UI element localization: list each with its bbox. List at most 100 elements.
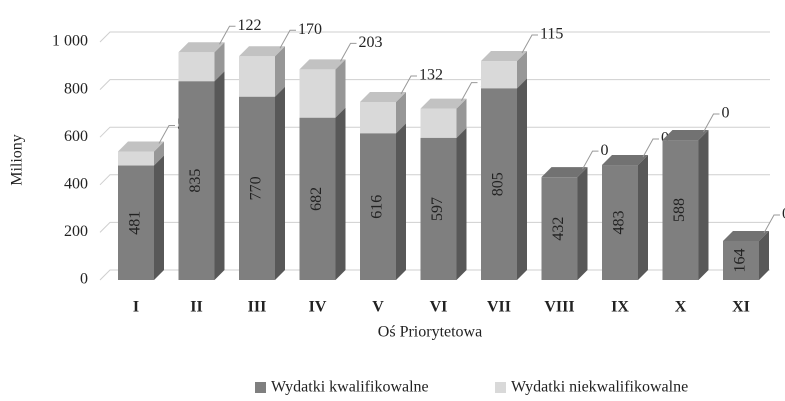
bar-shade bbox=[396, 123, 406, 280]
legend-swatch bbox=[255, 382, 266, 393]
x-tick-label: VIII bbox=[544, 299, 574, 316]
bar-front bbox=[602, 165, 638, 280]
bar-front bbox=[420, 108, 457, 138]
bar-segment bbox=[239, 46, 285, 97]
leader-line bbox=[521, 34, 538, 54]
x-tick-label: III bbox=[248, 299, 267, 316]
leader-line bbox=[400, 75, 417, 95]
bar-shade bbox=[396, 91, 406, 134]
bar-shade bbox=[481, 51, 527, 62]
bar-shade bbox=[275, 86, 285, 281]
value-label: 432 bbox=[550, 217, 567, 241]
bar-shade bbox=[541, 167, 588, 178]
bar-side bbox=[275, 46, 285, 97]
leader-line bbox=[703, 113, 720, 133]
value-label: 115 bbox=[540, 26, 563, 43]
y-axis-label: Miliony bbox=[9, 134, 26, 186]
value-label: 132 bbox=[419, 67, 443, 84]
bar-front bbox=[360, 133, 396, 280]
value-label: 483 bbox=[611, 211, 628, 235]
bar-shade bbox=[517, 78, 527, 280]
bar-front bbox=[178, 52, 215, 82]
bar-segment bbox=[481, 51, 527, 89]
y-tick-label: 1 000 bbox=[52, 33, 88, 50]
bar-top bbox=[360, 91, 406, 102]
y-tick-label: 400 bbox=[64, 175, 88, 192]
bar-top bbox=[481, 51, 527, 62]
bar-segment bbox=[420, 98, 467, 138]
bar-front bbox=[723, 240, 759, 280]
value-label: 0 bbox=[722, 105, 730, 122]
grid-line bbox=[99, 31, 770, 43]
bar-shade bbox=[275, 46, 285, 97]
value-label: 805 bbox=[490, 172, 507, 196]
value-label: 835 bbox=[187, 169, 204, 193]
leader-line bbox=[582, 150, 599, 170]
x-tick-label: V bbox=[372, 299, 384, 316]
bar-front bbox=[481, 61, 517, 89]
bar-side bbox=[456, 127, 467, 280]
bar-shade bbox=[178, 42, 225, 53]
bar-shade bbox=[154, 155, 164, 280]
legend-label: Wydatki kwalifikowalne bbox=[271, 379, 429, 396]
bar-segment bbox=[118, 141, 164, 166]
y-tick-label: 200 bbox=[64, 223, 88, 240]
bar-side bbox=[759, 230, 769, 280]
bar-shade bbox=[214, 42, 225, 82]
bar-front bbox=[239, 56, 275, 97]
bar-top bbox=[541, 167, 588, 178]
x-tick-label: X bbox=[675, 299, 687, 316]
y-tick-label: 800 bbox=[64, 80, 88, 97]
bar-shade bbox=[456, 127, 467, 280]
bar-segment bbox=[178, 42, 225, 82]
bar-shade bbox=[662, 130, 709, 141]
bar-shade bbox=[517, 51, 527, 89]
bar-front bbox=[178, 81, 215, 281]
bar-segment bbox=[299, 59, 346, 118]
bar-side bbox=[335, 59, 346, 118]
bar-shade bbox=[577, 167, 588, 280]
value-label: 682 bbox=[308, 187, 325, 211]
bar-shade bbox=[335, 59, 346, 118]
bar-segment bbox=[299, 107, 346, 281]
leader-line bbox=[158, 124, 175, 144]
bar-segment bbox=[541, 167, 588, 280]
bar-side bbox=[154, 141, 164, 166]
bar-shade bbox=[154, 141, 164, 166]
bar-front bbox=[299, 117, 336, 281]
leader-line bbox=[219, 25, 236, 45]
value-label: 588 bbox=[671, 198, 688, 222]
bar-side bbox=[577, 167, 588, 280]
value-label: 0 bbox=[782, 206, 785, 223]
grid-line bbox=[99, 79, 770, 90]
bar-shade bbox=[698, 130, 709, 280]
bar-side bbox=[517, 78, 527, 280]
bar-side bbox=[154, 155, 164, 280]
bar-top bbox=[662, 130, 709, 141]
bar-front bbox=[420, 137, 457, 280]
x-tick-label: I bbox=[133, 299, 139, 316]
bar-side bbox=[456, 98, 467, 138]
bar-side bbox=[396, 91, 406, 134]
bar-side bbox=[517, 51, 527, 89]
bar-shade bbox=[214, 71, 225, 281]
bar-front bbox=[239, 96, 275, 281]
legend-label: Wydatki niekwalifikowalne bbox=[511, 379, 688, 396]
x-tick-label: IV bbox=[309, 299, 327, 316]
value-label: 122 bbox=[238, 17, 262, 34]
x-tick-label: VII bbox=[487, 299, 511, 316]
bar-segment bbox=[602, 155, 648, 280]
bar-front bbox=[360, 101, 396, 134]
value-label: 0 bbox=[601, 142, 609, 159]
bar-shade bbox=[420, 98, 467, 109]
bar-top bbox=[239, 46, 285, 57]
bar-front bbox=[118, 165, 154, 280]
y-tick-label: 600 bbox=[64, 128, 88, 145]
bar-shade bbox=[456, 98, 467, 138]
bar-side bbox=[335, 107, 346, 281]
bar-front bbox=[481, 88, 517, 280]
value-label: 616 bbox=[369, 195, 386, 219]
bar-side bbox=[396, 123, 406, 280]
bar-front bbox=[299, 69, 336, 118]
